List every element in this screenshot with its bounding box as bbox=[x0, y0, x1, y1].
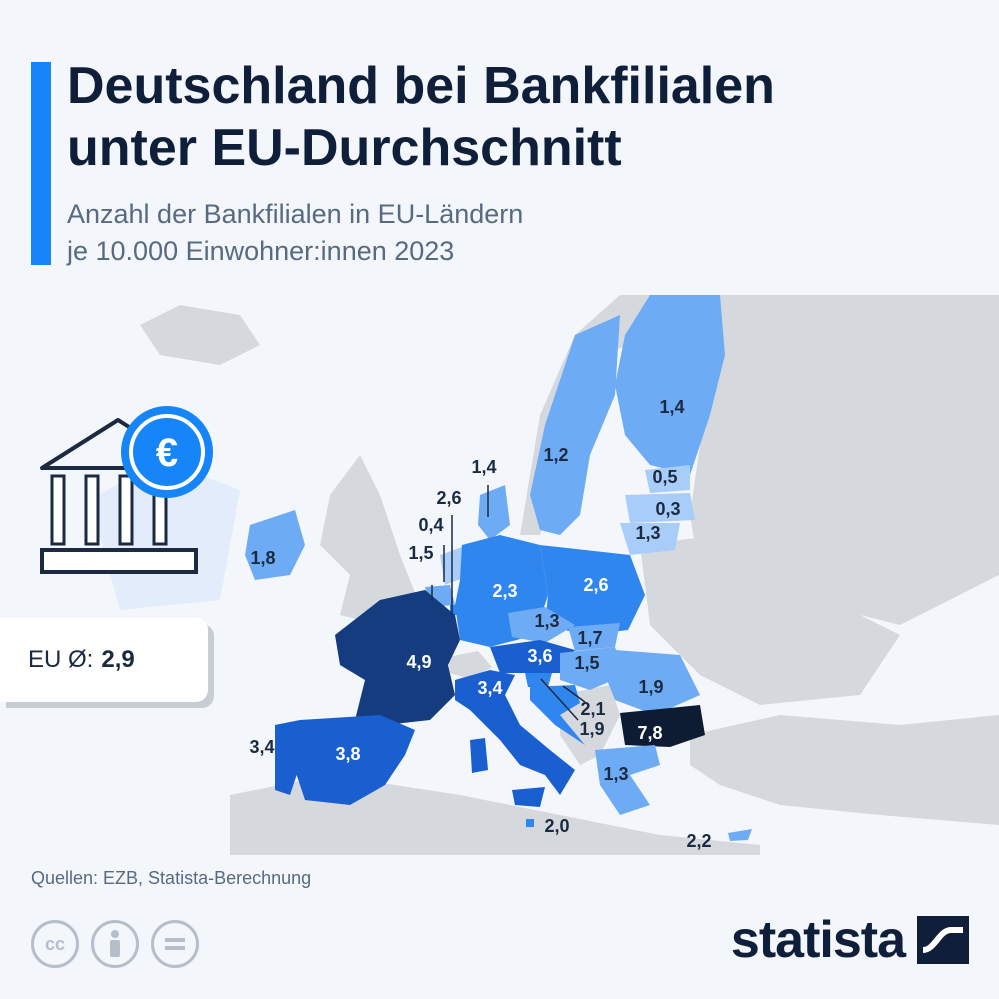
subtitle-line-2: je 10.000 Einwohner:innen 2023 bbox=[67, 236, 455, 266]
label-germany: 2,3 bbox=[492, 581, 518, 601]
label-bulgaria: 7,8 bbox=[637, 723, 663, 743]
source-text: Quellen: EZB, Statista-Berechnung bbox=[31, 868, 312, 888]
label-croatia: 1,9 bbox=[579, 719, 605, 739]
country-denmark bbox=[478, 485, 510, 540]
page-subtitle: Anzahl der Bankfilialen in EU-Ländern je… bbox=[67, 196, 867, 270]
page-title: Deutschland bei Bankfilialen unter EU-Du… bbox=[67, 55, 967, 179]
land-uk bbox=[320, 455, 420, 625]
label-portugal: 3,4 bbox=[249, 737, 275, 757]
label-estonia: 0,5 bbox=[652, 467, 678, 487]
label-hungary: 1,5 bbox=[574, 653, 600, 673]
creative-commons-icon[interactable]: cc bbox=[31, 920, 79, 968]
label-lithuania: 1,3 bbox=[635, 523, 661, 543]
label-luxembourg: 2,6 bbox=[436, 488, 462, 508]
label-latvia: 0,3 bbox=[655, 499, 681, 519]
bank-euro-icon: € bbox=[30, 400, 250, 625]
leader-croatia bbox=[540, 678, 579, 721]
country-czechia bbox=[508, 607, 575, 643]
leader-slovenia bbox=[562, 685, 586, 703]
country-netherlands bbox=[440, 547, 466, 585]
label-finland: 1,4 bbox=[659, 397, 685, 417]
brand-name: statista bbox=[730, 911, 906, 969]
country-cyprus bbox=[728, 829, 752, 841]
map-svg bbox=[140, 295, 999, 855]
country-estonia bbox=[645, 465, 690, 493]
no-derivatives-icon[interactable] bbox=[151, 920, 199, 968]
average-label: EU Ø: bbox=[28, 646, 94, 673]
land-belarus-ukraine bbox=[640, 535, 900, 705]
country-bulgaria bbox=[620, 705, 705, 747]
country-slovenia bbox=[525, 673, 552, 687]
label-malta: 2,0 bbox=[544, 816, 570, 836]
country-romania bbox=[605, 650, 700, 715]
label-sweden: 1,2 bbox=[543, 445, 569, 465]
country-slovakia bbox=[568, 623, 620, 651]
land-switzerland bbox=[448, 651, 492, 679]
accent-bar bbox=[31, 62, 51, 265]
country-france bbox=[335, 590, 460, 725]
label-spain: 3,8 bbox=[335, 744, 361, 764]
label-slovenia: 2,1 bbox=[580, 699, 606, 719]
statista-mark-icon bbox=[917, 916, 969, 964]
attribution-icon[interactable] bbox=[91, 920, 139, 968]
label-france: 4,9 bbox=[406, 652, 432, 672]
label-poland: 2,6 bbox=[583, 575, 609, 595]
country-portugal bbox=[275, 720, 300, 795]
title-line-2: unter EU-Durchschnitt bbox=[67, 119, 622, 177]
label-ireland: 1,8 bbox=[250, 548, 276, 568]
land-russia bbox=[690, 295, 999, 625]
svg-text:€: € bbox=[156, 431, 178, 475]
land-iceland bbox=[140, 305, 260, 365]
eu-average-box: EU Ø: 2,9 bbox=[0, 618, 208, 702]
label-italy: 3,4 bbox=[477, 678, 503, 698]
label-romania: 1,9 bbox=[638, 677, 664, 697]
country-austria bbox=[490, 640, 575, 673]
label-netherlands: 0,4 bbox=[418, 515, 444, 535]
country-spain bbox=[295, 715, 415, 805]
label-slovakia: 1,7 bbox=[577, 628, 603, 648]
country-poland bbox=[540, 545, 645, 635]
country-malta bbox=[526, 819, 534, 827]
label-denmark: 1,4 bbox=[471, 457, 497, 477]
country-croatia bbox=[530, 685, 585, 745]
label-cyprus: 2,2 bbox=[686, 831, 712, 851]
country-greece bbox=[595, 745, 660, 815]
country-italy bbox=[455, 670, 575, 795]
country-ireland bbox=[245, 510, 305, 580]
country-sicily bbox=[512, 787, 545, 807]
country-latvia bbox=[625, 493, 695, 523]
label-belgium: 1,5 bbox=[408, 543, 434, 563]
country-sardinia bbox=[470, 738, 488, 773]
subtitle-line-1: Anzahl der Bankfilialen in EU-Ländern bbox=[67, 199, 524, 229]
license-icons: cc bbox=[31, 920, 199, 968]
label-greece: 1,3 bbox=[603, 764, 629, 784]
country-finland bbox=[615, 295, 725, 475]
average-value: 2,9 bbox=[101, 646, 135, 673]
country-sweden bbox=[530, 315, 620, 535]
europe-map: 1,4 1,2 1,4 0,5 0,3 1,3 1,8 2,6 0,4 1,5 … bbox=[0, 295, 999, 855]
country-lithuania bbox=[620, 523, 680, 555]
label-austria: 3,6 bbox=[527, 646, 553, 666]
label-czechia: 1,3 bbox=[534, 611, 560, 631]
statista-logo[interactable]: statista bbox=[731, 910, 969, 970]
land-turkey bbox=[690, 715, 999, 825]
title-line-1: Deutschland bei Bankfilialen bbox=[67, 57, 775, 115]
